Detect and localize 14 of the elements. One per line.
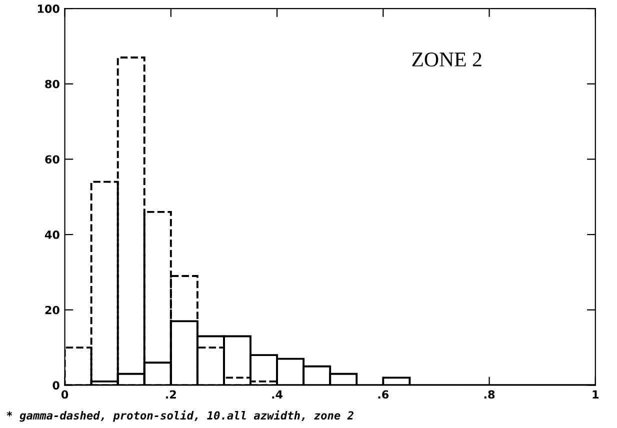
y-tick-label: 20 (45, 306, 60, 314)
x-tick-label: .8 (484, 390, 495, 399)
y-tick-label: 40 (44, 230, 60, 239)
y-tick-label: 80 (45, 80, 60, 88)
x-tick-label: .4 (272, 390, 282, 399)
y-tick-label: 100 (38, 4, 60, 13)
x-tick-label: .6 (378, 390, 389, 399)
x-tick-label: 0 (61, 390, 68, 399)
y-tick-label: 60 (45, 155, 60, 164)
annotation: ZONE 2 (412, 52, 482, 67)
x-tick-label: 1 (592, 390, 599, 399)
y-tick-label: 0 (52, 381, 60, 390)
text: * gamma-dashed, proton-solid, 10.all azwidth, zone 2 (6, 410, 354, 422)
x-tick-label: .2 (166, 390, 176, 399)
